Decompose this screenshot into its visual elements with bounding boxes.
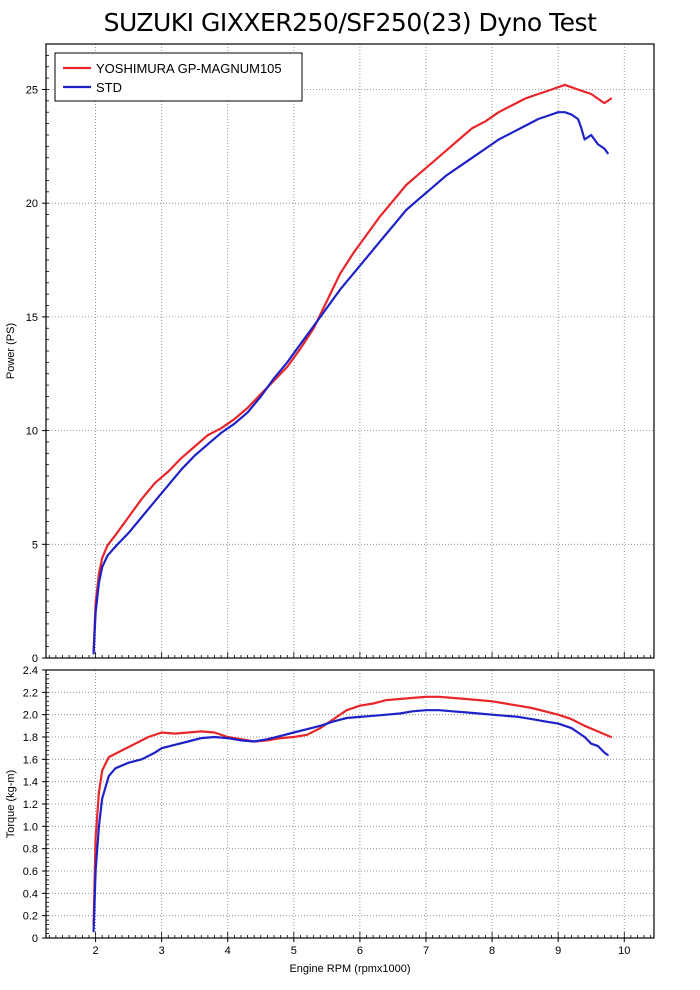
chart-title: SUZUKI GIXXER250/SF250(23) Dyno Test: [103, 8, 597, 37]
y-tick-label: 10: [26, 426, 38, 438]
legend-box: [54, 52, 303, 102]
x-tick-label: 6: [357, 945, 363, 957]
plot-frame: [45, 43, 655, 659]
y-tick-label: 1.0: [23, 821, 38, 833]
y-tick-label: 15: [26, 312, 38, 324]
x-tick-label: 3: [159, 945, 165, 957]
series-line-std: [92, 709, 609, 933]
x-tick-label: 4: [225, 945, 231, 957]
legend: YOSHIMURA GP-MAGNUM105 STD: [54, 52, 303, 102]
y-tick-label: 1.6: [23, 754, 38, 766]
x-tick-label: 9: [555, 945, 561, 957]
y-tick-label: 0.8: [23, 844, 38, 856]
y-tick-label: 20: [26, 198, 38, 210]
y-tick-label: 5: [32, 539, 38, 551]
y-axis-title: Torque (kg-m): [5, 770, 17, 838]
plot-frame: [45, 669, 655, 939]
x-tick-label: 8: [489, 945, 495, 957]
series-line-yoshimura: [92, 695, 613, 926]
y-tick-label: 25: [26, 84, 38, 96]
y-tick-label: 2.2: [23, 687, 38, 699]
series-line-yoshimura: [92, 83, 613, 653]
y-tick-label: 0: [32, 933, 38, 945]
power-panel: 0 5 10 15 20 25 Power (PS): [5, 43, 655, 665]
y-tick-label: 0.2: [23, 911, 38, 923]
y-tick-label: 0.6: [23, 866, 38, 878]
y-tick-label: 2.0: [23, 710, 38, 722]
plot-area: [46, 44, 654, 658]
x-tick-label: 5: [291, 945, 297, 957]
torque-panel: 0 0.2 0.4 0.6 0.8 1.0 1.2 1.4 1.6 1.8 2.0 2.2 2.4 2 3 4…: [5, 665, 655, 975]
x-tick-label: 10: [618, 945, 630, 957]
y-axis-title: Power (PS): [5, 323, 17, 379]
y-tick-label: 1.4: [23, 777, 38, 789]
x-tick-label: 2: [93, 945, 99, 957]
x-tick-label: 7: [423, 945, 429, 957]
legend-label: YOSHIMURA GP-MAGNUM105: [96, 61, 282, 76]
y-tick-label: 0.4: [23, 888, 38, 900]
y-tick-label: 0: [32, 653, 38, 665]
y-tick-label: 1.2: [23, 799, 38, 811]
legend-label: STD: [96, 80, 122, 95]
series-line-std: [92, 111, 609, 655]
y-tick-label: 2.4: [23, 665, 38, 677]
x-axis-title: Engine RPM (rpmx1000): [289, 963, 410, 975]
y-tick-label: 1.8: [23, 732, 38, 744]
